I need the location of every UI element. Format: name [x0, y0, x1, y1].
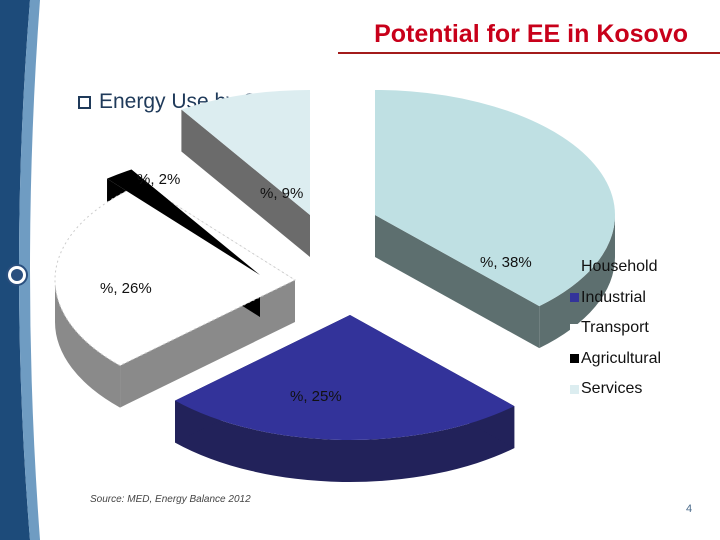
legend-label-industrial: Industrial: [581, 288, 646, 306]
pie-slice-agricultural: [107, 169, 260, 275]
legend-item-industrial: Industrial: [570, 283, 661, 314]
slide-title: Potential for EE in Kosovo: [374, 20, 688, 48]
legend-swatch-industrial: [570, 293, 579, 303]
legend-label-agricultural: Agricultural: [581, 349, 662, 367]
legend-label-household: Household: [581, 258, 658, 276]
pie-slice-industrial: [175, 315, 515, 441]
pie-edge-transport: [120, 280, 295, 408]
pie-side-industrial: [175, 400, 515, 482]
legend-item-household: Household: [570, 252, 661, 283]
pie-slice-services: [181, 90, 310, 215]
title-underline: [338, 52, 720, 54]
pie-side-household: [539, 215, 615, 349]
legend-swatch-services: [570, 384, 579, 394]
legend-label-transport: Transport: [581, 319, 649, 337]
pie-side-transport: [55, 280, 121, 408]
legend-swatch-household: [570, 262, 579, 272]
legend-swatch-agricultural: [570, 354, 579, 364]
page-number: 4: [686, 503, 693, 515]
legend-label-services: Services: [581, 380, 643, 398]
pie-label-services: %, 9%: [260, 185, 303, 202]
legend-swatch-transport: [570, 323, 579, 333]
pie-slice-household: [375, 90, 616, 307]
pie-edge-household: [375, 215, 540, 349]
legend-item-transport: Transport: [570, 313, 661, 344]
pie-label-agricultural: %, 2%: [137, 171, 180, 188]
organization-logo-icon: [6, 264, 28, 286]
pie-edge-services: [181, 109, 310, 257]
chart-legend: Household Industrial Transport Agricultural…: [570, 252, 661, 405]
pie-label-industrial: %, 25%: [290, 388, 342, 405]
checkbox-bullet-icon: [78, 95, 91, 109]
pie-label-transport: %, 26%: [100, 280, 152, 297]
legend-item-services: Services: [570, 374, 661, 405]
legend-item-agricultural: Agricultural: [570, 344, 661, 375]
pie-slice-transport: [54, 183, 297, 367]
source-note: Source: MED, Energy Balance 2012: [90, 494, 251, 505]
pie-label-household: %, 38%: [480, 254, 532, 271]
